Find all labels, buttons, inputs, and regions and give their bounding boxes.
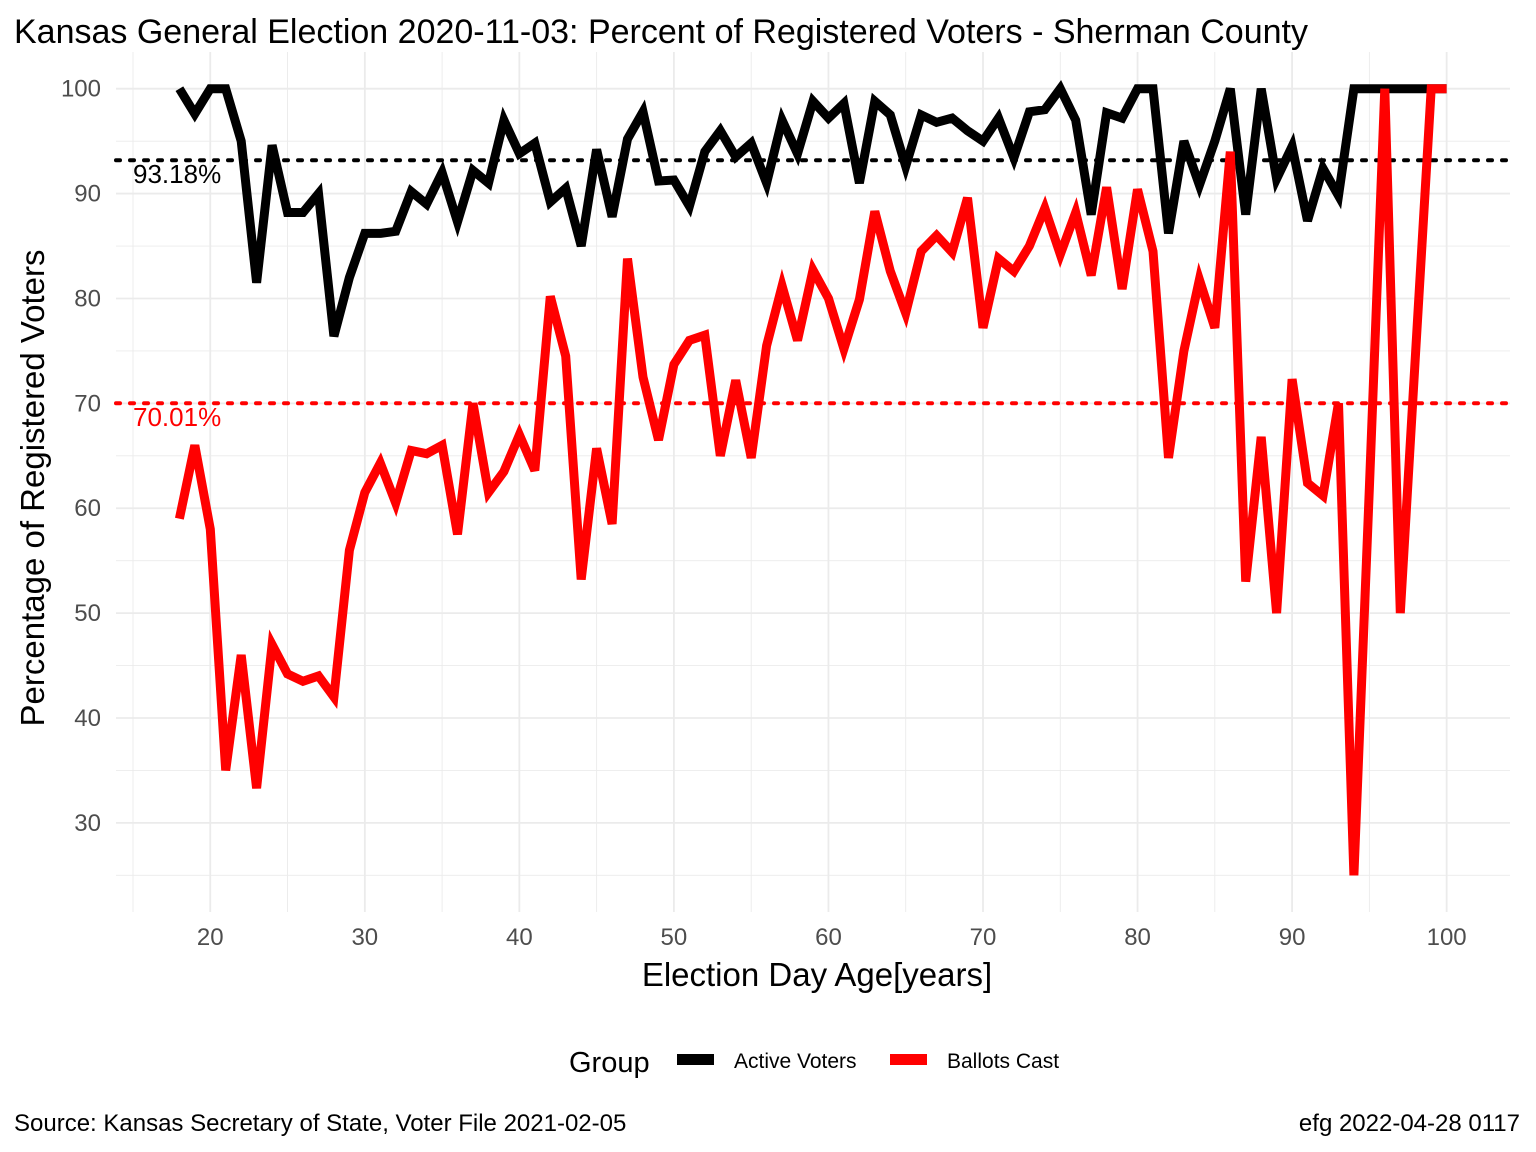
y-tick-label: 100 (61, 76, 101, 103)
x-tick-label: 80 (1124, 924, 1151, 951)
series-lines (174, 80, 1447, 876)
legend-swatch-ballots-cast (890, 1054, 927, 1065)
y-axis-title: Percentage of Registered Voters (14, 250, 51, 727)
reference-label: 93.18% (133, 159, 221, 189)
y-tick-label: 50 (74, 600, 101, 627)
x-tick-labels: 20 30 40 50 60 70 80 90 100 (197, 924, 1467, 951)
source-caption: Source: Kansas Secretary of State, Voter… (14, 1110, 626, 1137)
series-line-ballots-cast (174, 84, 1447, 876)
chart-title: Kansas General Election 2020-11-03: Perc… (14, 13, 1308, 51)
reference-labels: 93.18% 70.01% (133, 159, 221, 432)
x-tick-label: 90 (1279, 924, 1306, 951)
x-tick-label: 100 (1427, 924, 1467, 951)
y-tick-labels: 30 40 50 60 70 80 90 100 (61, 76, 101, 837)
legend-swatch-active-voters (677, 1054, 714, 1065)
x-tick-label: 20 (197, 924, 224, 951)
legend-label-ballots-cast: Ballots Cast (947, 1050, 1059, 1073)
grid (116, 52, 1510, 912)
x-tick-label: 30 (351, 924, 378, 951)
x-tick-label: 50 (661, 924, 688, 951)
legend-label-active-voters: Active Voters (734, 1050, 857, 1073)
series-line-active-voters (175, 80, 1447, 338)
y-tick-label: 80 (74, 285, 101, 312)
y-tick-label: 30 (74, 810, 101, 837)
credit-caption: efg 2022-04-28 0117 (1299, 1110, 1520, 1137)
y-tick-label: 90 (74, 181, 101, 208)
x-tick-label: 60 (815, 924, 842, 951)
legend: Group Active Voters Ballots Cast (569, 1047, 1059, 1079)
reference-label: 70.01% (133, 402, 221, 432)
y-tick-label: 60 (74, 495, 101, 522)
x-tick-label: 40 (506, 924, 533, 951)
y-tick-label: 40 (74, 705, 101, 732)
x-tick-label: 70 (970, 924, 997, 951)
legend-title: Group (569, 1047, 650, 1079)
x-axis-title: Election Day Age[years] (642, 956, 992, 993)
y-tick-label: 70 (74, 390, 101, 417)
